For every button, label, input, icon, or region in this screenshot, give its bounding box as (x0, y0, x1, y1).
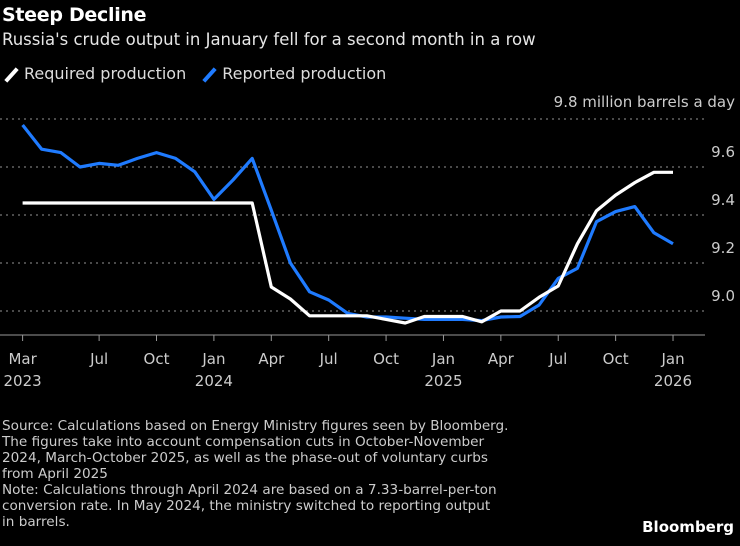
x-tick-year: 2023 (4, 372, 42, 390)
legend-item-required: Required production (2, 64, 186, 83)
chart-title: Steep Decline (2, 4, 147, 26)
chart-subtitle: Russia's crude output in January fell fo… (2, 30, 536, 49)
x-tick-label: Jan (201, 350, 225, 368)
y-tick-label: 9.4 (711, 191, 735, 209)
x-tick-label: Jan (660, 350, 684, 368)
x-tick-label: Oct (144, 350, 170, 368)
source-line: Source: Calculations based on Energy Min… (2, 418, 509, 434)
source-line: in barrels. (2, 514, 70, 530)
source-line: The figures take into account compensati… (2, 434, 485, 450)
x-tick-year: 2024 (195, 372, 233, 390)
legend-item-reported: Reported production (200, 64, 386, 83)
bloomberg-logo: Bloomberg (642, 518, 734, 536)
x-tick-label: Oct (603, 350, 629, 368)
source-line: from April 2025 (2, 466, 108, 482)
x-tick-label: Jul (548, 350, 567, 368)
x-tick-label: Apr (258, 350, 285, 368)
x-tick-label: Jan (431, 350, 455, 368)
source-line: conversion rate. In May 2024, the minist… (2, 498, 491, 514)
x-tick-year: 2026 (654, 372, 692, 390)
legend: Required production Reported production (2, 64, 386, 83)
source-note: Source: Calculations based on Energy Min… (2, 418, 602, 530)
series-line-required (22, 170, 673, 325)
series-line-reported (21, 124, 674, 323)
x-tick-label: Jul (89, 350, 108, 368)
x-tick-label: Apr (488, 350, 515, 368)
source-line: 2024, March-October 2025, as well as the… (2, 450, 488, 466)
y-tick-label: 9.6 (711, 143, 735, 161)
x-tick-label: Jul (319, 350, 338, 368)
legend-label-required: Required production (24, 64, 187, 83)
x-tick-label: Oct (373, 350, 399, 368)
x-tick-year: 2025 (424, 372, 462, 390)
y-tick-label: 9.0 (711, 287, 735, 305)
y-unit-label: 9.8 million barrels a day (554, 93, 735, 111)
x-tick-label: Mar (8, 350, 37, 368)
legend-label-reported: Reported production (222, 64, 387, 83)
y-tick-label: 9.2 (711, 239, 735, 257)
source-line: Note: Calculations through April 2024 ar… (2, 482, 497, 498)
